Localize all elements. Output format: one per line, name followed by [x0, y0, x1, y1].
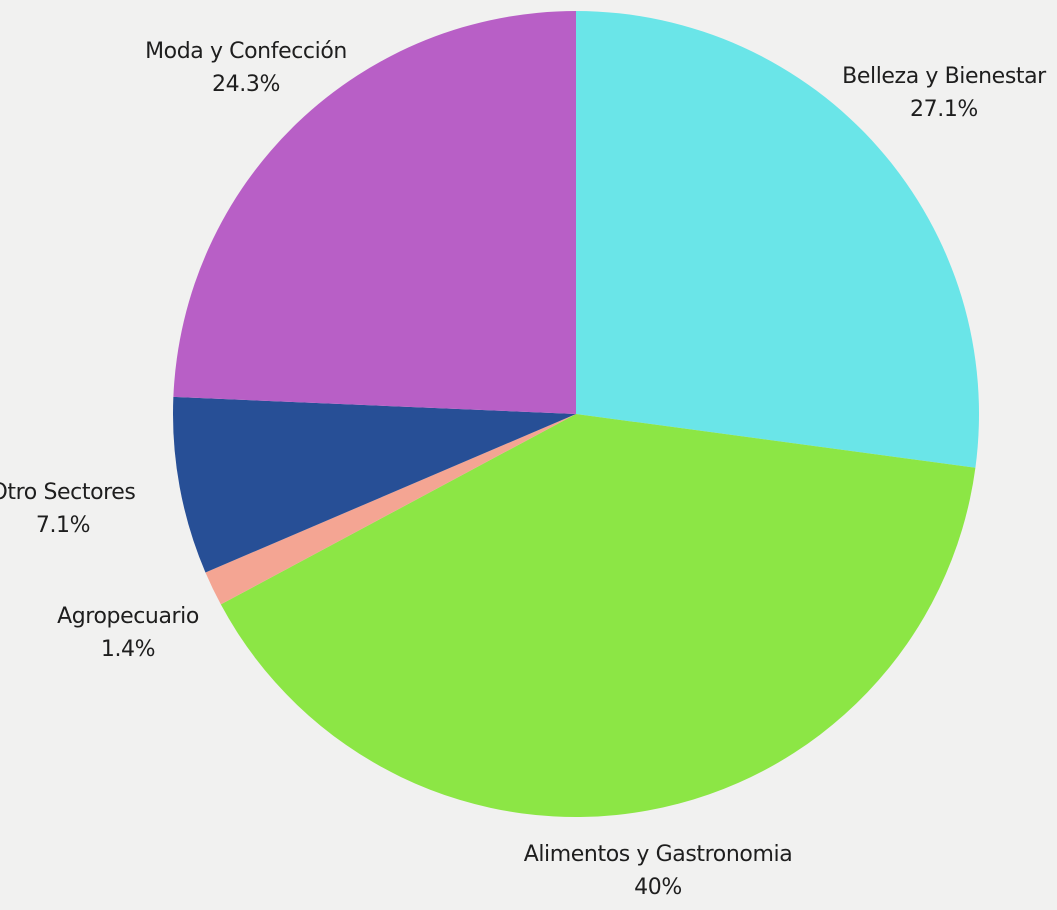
slice-label-agropecuario: Agropecuario 1.4% — [57, 600, 199, 666]
pie-slice-moda-y-confeccion — [173, 11, 577, 414]
pie-slice-agropecuario — [205, 414, 576, 605]
slice-label-value: 1.4% — [100, 637, 156, 662]
slice-label-name: Belleza y Bienestar — [842, 64, 1046, 89]
slice-label-moda-y-confeccion: Moda y Confección 24.3% — [145, 35, 347, 101]
slice-label-value: 24.3% — [212, 72, 280, 97]
pie-slice-belleza-y-bienestar — [576, 11, 980, 468]
pie-slice-alimentos-y-gastronomia — [220, 414, 976, 818]
slice-label-name: Agropecuario — [57, 604, 199, 629]
slice-label-value: 7.1% — [35, 513, 91, 538]
slice-label-name: Otro Sectores — [0, 480, 136, 505]
slice-label-name: Alimentos y Gastronomia — [523, 842, 793, 867]
slice-label-alimentos-y-gastronomia: Alimentos y Gastronomia 40% — [524, 838, 793, 904]
slice-label-belleza-y-bienestar: Belleza y Bienestar 27.1% — [842, 60, 1046, 126]
slice-label-value: 40% — [634, 875, 682, 900]
slice-label-value: 27.1% — [910, 97, 978, 122]
slice-label-otro-sectores: Otro Sectores 7.1% — [0, 476, 136, 542]
slice-label-name: Moda y Confección — [145, 39, 347, 64]
pie-slice-otro-sectores — [172, 396, 576, 573]
